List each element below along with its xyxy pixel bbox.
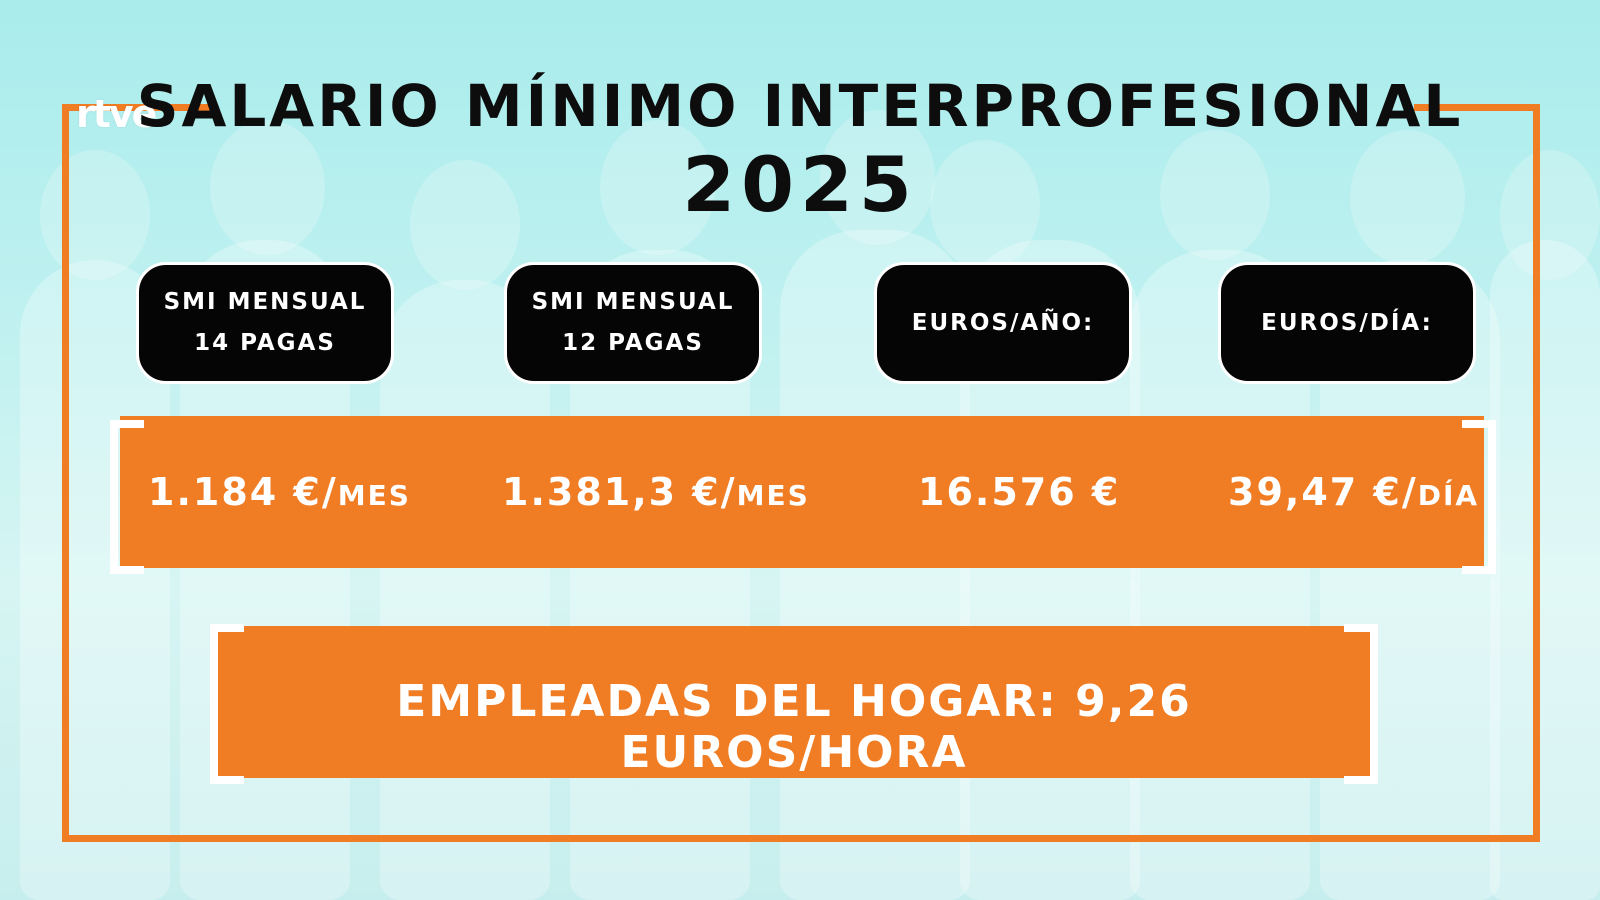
frame-top-left <box>62 104 210 111</box>
bracket-right <box>1344 624 1378 784</box>
value-amount: 1.184 €/ <box>148 470 338 514</box>
frame-top-right <box>1414 104 1540 111</box>
value-unit: MES <box>337 479 411 512</box>
value-amount: 1.381,3 €/ <box>502 470 737 514</box>
header-euros-ano: EUROS/AÑO: <box>874 262 1132 384</box>
bracket-left <box>110 420 144 574</box>
year-heading: 2025 <box>682 140 918 229</box>
orange-frame <box>62 104 1540 842</box>
bracket-left <box>210 624 244 784</box>
page-title: SALARIO MÍNIMO INTERPROFESIONAL <box>136 72 1464 140</box>
rtve-logo: rtve <box>76 92 157 136</box>
value-unit: DÍA <box>1417 479 1480 512</box>
header-line: EUROS/DÍA: <box>1261 309 1433 336</box>
value-euros-dia: 39,47 €/DÍA <box>1228 470 1479 514</box>
header-smi-14-pagas: SMI MENSUAL 14 PAGAS <box>136 262 394 384</box>
values-bar <box>120 416 1484 568</box>
domestic-workers-text: EMPLEADAS DEL HOGAR: 9,26 EUROS/HORA <box>396 676 1192 778</box>
header-euros-dia: EUROS/DÍA: <box>1218 262 1476 384</box>
header-line: 14 PAGAS <box>194 330 336 356</box>
value-unit: MES <box>736 479 810 512</box>
value-amount: 16.576 € <box>918 470 1121 514</box>
header-line: SMI MENSUAL <box>531 289 735 315</box>
header-line: 12 PAGAS <box>562 330 704 356</box>
value-smi-12-pagas: 1.381,3 €/MES <box>502 470 810 514</box>
header-line: SMI MENSUAL <box>163 289 367 315</box>
header-smi-12-pagas: SMI MENSUAL 12 PAGAS <box>504 262 762 384</box>
value-smi-14-pagas: 1.184 €/MES <box>148 470 411 514</box>
value-euros-ano: 16.576 € <box>918 470 1120 514</box>
bracket-right <box>1462 420 1496 574</box>
header-line: EUROS/AÑO: <box>911 309 1095 336</box>
domestic-workers-bar <box>218 626 1370 778</box>
value-amount: 39,47 €/ <box>1228 470 1418 514</box>
